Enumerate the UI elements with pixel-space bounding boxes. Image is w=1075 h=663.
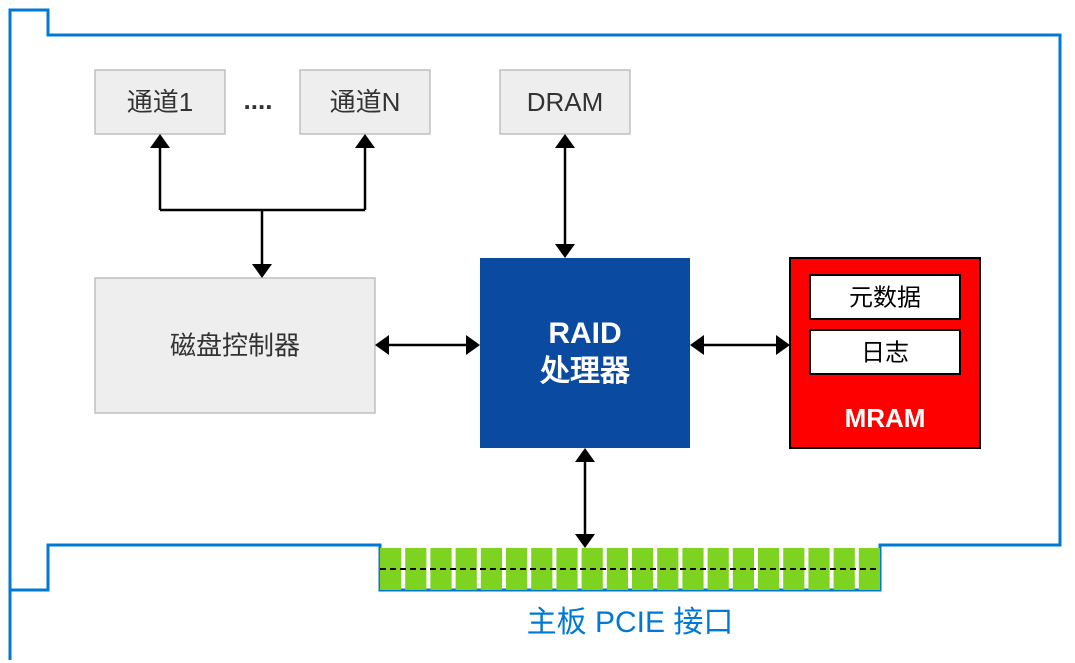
arrowhead-up — [355, 134, 375, 148]
arrowhead-left — [690, 335, 704, 355]
raid-processor-box — [480, 258, 690, 448]
arrowhead-right — [776, 335, 790, 355]
svg-text:通道N: 通道N — [330, 87, 401, 117]
pcie-connector — [380, 548, 880, 590]
svg-text:磁盘控制器: 磁盘控制器 — [170, 330, 300, 360]
svg-text:元数据: 元数据 — [849, 284, 921, 311]
architecture-diagram: 通道1 通道N DRAM 磁盘控制器.... RAID 处理器 元数据日志 MRAM 主板 PC… — [0, 0, 1075, 663]
arrowhead-up — [150, 134, 170, 148]
pcie-label: 主板 PCIE 接口 — [527, 606, 734, 639]
arrowhead-down — [575, 534, 595, 548]
svg-text:MRAM: MRAM — [845, 403, 926, 433]
svg-text:RAID: RAID — [548, 317, 621, 350]
ellipsis: .... — [244, 85, 273, 115]
arrowhead-right — [466, 335, 480, 355]
arrowhead-up — [575, 448, 595, 462]
svg-text:通道1: 通道1 — [127, 87, 193, 117]
svg-text:日志: 日志 — [861, 339, 909, 366]
arrowhead-left — [375, 335, 389, 355]
arrowhead-down — [252, 264, 272, 278]
arrowhead-up — [555, 134, 575, 148]
svg-text:处理器: 处理器 — [539, 355, 631, 388]
svg-text:DRAM: DRAM — [527, 87, 604, 117]
arrowhead-down — [555, 244, 575, 258]
